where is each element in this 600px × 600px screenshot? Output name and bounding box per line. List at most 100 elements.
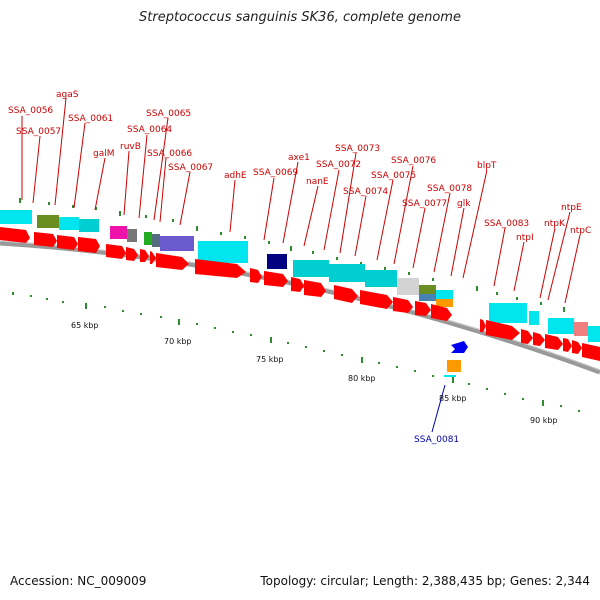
scale-dot: [504, 393, 506, 395]
gene-label: SSA_0077: [402, 199, 447, 209]
gene-arrow: [545, 334, 563, 350]
leader-line: [303, 185, 319, 247]
gene-arrow: [431, 304, 452, 321]
leader-line: [73, 122, 86, 209]
gene-arrow: [304, 280, 326, 297]
gene-label: SSA_0065: [146, 109, 191, 119]
scale-label: 90 kbp: [530, 416, 558, 425]
scale-dot: [270, 337, 272, 343]
gene-arrow: [393, 297, 413, 313]
gene-arrow: [0, 227, 30, 243]
scale-dot: [323, 350, 325, 352]
gene-arrow: [486, 320, 520, 340]
gene-box-slate: [152, 234, 160, 247]
gene-arrow: [480, 319, 486, 332]
gene-box-navy: [267, 254, 287, 269]
scale-dot: [522, 398, 524, 400]
leader-line: [263, 177, 275, 241]
gene-label: axe1: [288, 153, 310, 163]
scale-dot: [62, 301, 64, 303]
gene-arrow: [140, 249, 149, 262]
gene-arrow: [126, 247, 138, 261]
gene-arrow: [291, 277, 304, 292]
leader-line: [339, 152, 357, 254]
leader-line: [393, 165, 414, 265]
gene-box-cyan: [59, 217, 79, 230]
outer-tick: [220, 232, 222, 235]
gene-label: SSA_0074: [343, 187, 388, 197]
gene-label: SSA_0061: [68, 114, 113, 124]
gene-arrow: [34, 232, 57, 247]
gene-arrow: [360, 290, 393, 309]
leader-line: [376, 179, 394, 261]
scale-dot: [104, 306, 106, 308]
gene-label: SSA_0057: [16, 127, 61, 137]
gene-box-orange-lower: [447, 360, 461, 372]
gene-label: SSA_0073: [335, 144, 380, 154]
gene-arrow: [264, 271, 288, 287]
scale-dot: [287, 342, 289, 344]
leader-line: [412, 207, 426, 269]
gene-arrow: [334, 285, 358, 303]
scale-label: 80 kbp: [348, 374, 376, 383]
leader-line: [153, 117, 169, 221]
gene-label: ntpI: [516, 233, 534, 243]
scale-dot: [250, 334, 252, 336]
scale-dot: [30, 295, 32, 297]
map-title: Streptococcus sanguinis SK36, complete g…: [139, 10, 461, 25]
leader-line: [564, 234, 581, 304]
leader-line: [179, 171, 191, 226]
scale-dot: [452, 377, 454, 383]
outer-tick: [312, 251, 314, 254]
outer-tick: [476, 286, 478, 291]
gene-box-cyan: [548, 318, 574, 334]
gene-arrow: [563, 338, 572, 352]
leader-line: [354, 195, 367, 257]
leader-line: [229, 179, 236, 233]
leader-line-blue: [431, 384, 446, 433]
scale-dot: [432, 375, 434, 377]
leader-line: [513, 241, 525, 292]
gene-arrow: [250, 268, 262, 283]
gene-arrow: [533, 332, 545, 346]
leader-line: [462, 169, 488, 279]
gene-box-pink: [574, 322, 588, 336]
scale-dot: [12, 292, 14, 295]
scale-dot: [468, 383, 470, 385]
outer-tick: [48, 202, 50, 205]
leader-line: [94, 157, 106, 211]
gene-arrow-blue: [451, 341, 468, 353]
outer-tick: [119, 211, 121, 216]
gene-label: SSA_0069: [253, 168, 298, 178]
gene-arrow: [572, 340, 582, 354]
outer-tick: [268, 241, 270, 244]
gene-label: SSA_0078: [427, 184, 472, 194]
gene-box-olive: [37, 215, 59, 228]
gene-label-blue: SSA_0081: [414, 435, 459, 445]
gene-box-cyan: [79, 219, 99, 232]
outer-tick: [95, 207, 97, 210]
leader-line: [539, 227, 556, 299]
scale-dot: [160, 316, 162, 318]
gene-box-orange: [436, 299, 453, 307]
gene-box-olive: [419, 285, 436, 294]
outer-tick: [408, 272, 410, 275]
scale-dot: [178, 319, 180, 325]
leader-line: [547, 211, 571, 301]
scale-dot: [341, 354, 343, 356]
outer-tick: [563, 307, 565, 312]
scale-dot: [232, 331, 234, 333]
outer-tick: [196, 226, 198, 231]
scale-dot: [396, 366, 398, 368]
gene-label: galM: [93, 149, 115, 159]
scale-dot: [378, 362, 380, 364]
gene-box-magenta: [110, 226, 127, 239]
gene-box-steel: [419, 294, 436, 301]
lower-gene-arrows: [0, 227, 600, 361]
gene-arrow: [415, 301, 431, 316]
gene-box-green: [144, 232, 152, 245]
scale-dot: [361, 357, 363, 363]
leader-line: [54, 97, 67, 206]
